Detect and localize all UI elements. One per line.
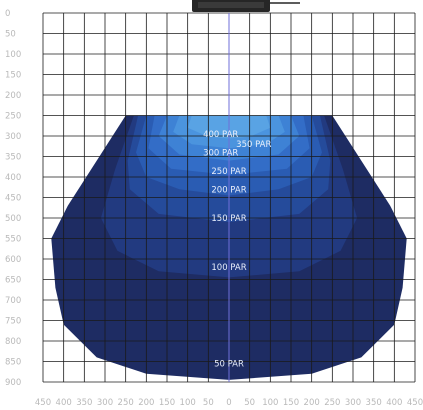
x-tick-label: 100 [262,398,278,408]
x-tick-label: 250 [324,398,340,408]
par-label: 350 PAR [236,140,271,150]
x-tick-label: 300 [345,398,361,408]
light-fixture-icon [192,0,300,12]
x-tick-label: 350 [366,398,382,408]
par-label: 200 PAR [211,185,246,195]
y-axis-ticks: 0 50 100 150 200 250 300 350 400 450 500 550 600 650 7… [5,9,21,388]
y-tick-label: 650 [5,276,21,286]
par-label: 100 PAR [211,263,246,273]
x-tick-label: 450 [407,398,423,408]
x-tick-label: 50 [203,398,214,408]
x-tick-label: 0 [226,398,231,408]
y-tick-label: 750 [5,317,21,327]
y-tick-label: 800 [5,337,21,347]
y-tick-label: 400 [5,173,21,183]
x-tick-label: 100 [180,398,196,408]
y-tick-label: 300 [5,132,21,142]
y-tick-label: 550 [5,235,21,245]
x-tick-label: 200 [138,398,154,408]
y-tick-label: 900 [5,378,21,388]
y-tick-label: 150 [5,71,21,81]
y-tick-label: 250 [5,112,21,122]
y-tick-label: 350 [5,153,21,163]
x-tick-label: 200 [304,398,320,408]
y-tick-label: 500 [5,214,21,224]
y-tick-label: 50 [5,30,16,40]
y-tick-label: 600 [5,255,21,265]
par-label: 50 PAR [214,360,244,370]
x-tick-label: 150 [283,398,299,408]
x-axis-ticks: 450 400 350 300 250 200 150 100 50 0 50 100 150 200 25… [35,398,423,408]
y-tick-label: 700 [5,296,21,306]
y-tick-label: 450 [5,194,21,204]
x-tick-label: 400 [386,398,402,408]
y-tick-label: 100 [5,50,21,60]
y-tick-label: 0 [5,9,10,19]
x-tick-label: 150 [159,398,175,408]
par-label: 250 PAR [211,167,246,177]
par-label: 300 PAR [203,148,238,158]
x-tick-label: 50 [244,398,255,408]
y-tick-label: 200 [5,91,21,101]
y-tick-label: 850 [5,358,21,368]
x-tick-label: 450 [35,398,51,408]
x-tick-label: 250 [118,398,134,408]
x-tick-label: 400 [56,398,72,408]
x-tick-label: 350 [76,398,92,408]
par-label: 150 PAR [211,214,246,224]
x-tick-label: 300 [97,398,113,408]
par-labels: 50 PAR 100 PAR 150 PAR 200 PAR 250 PAR 300 PA… [203,130,271,370]
par-label: 400 PAR [203,130,238,140]
